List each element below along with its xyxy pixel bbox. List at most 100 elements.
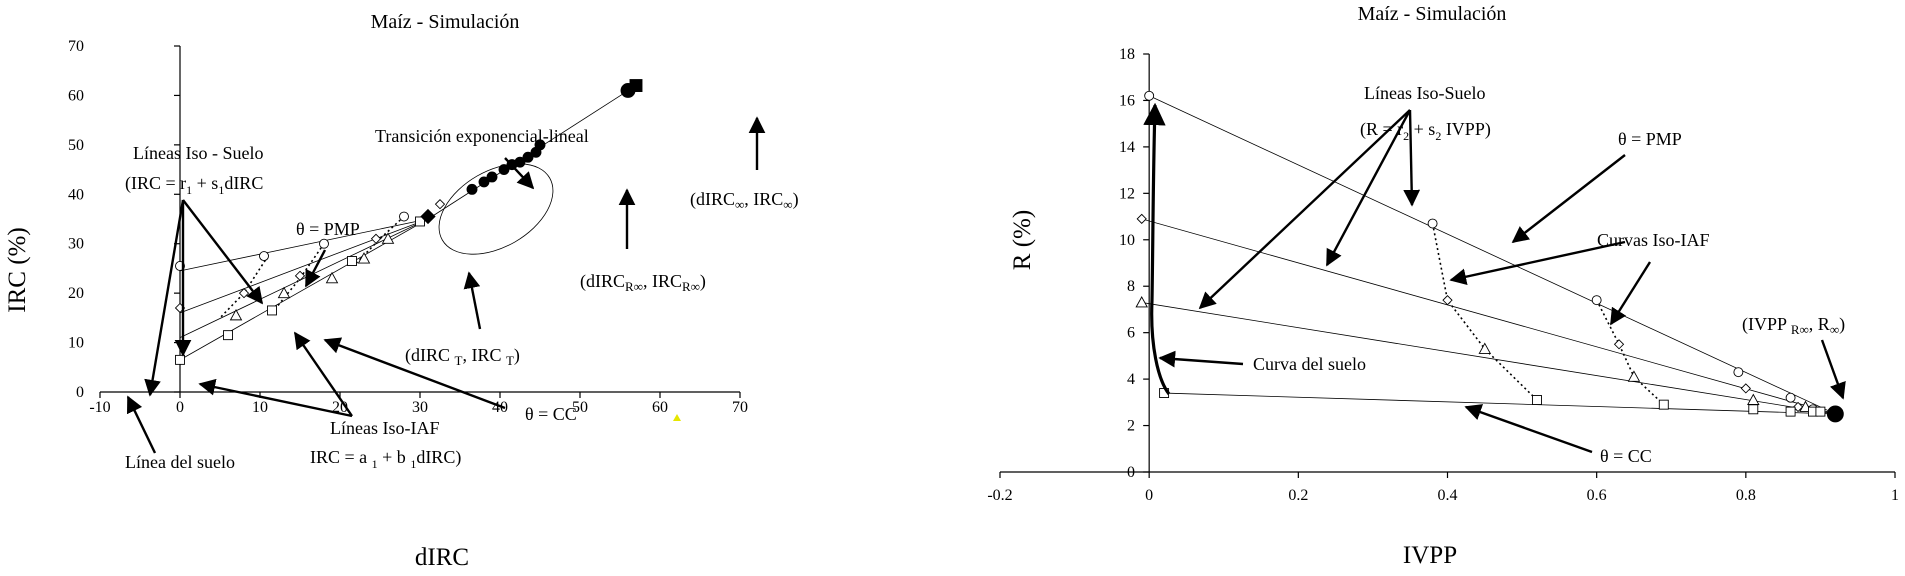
right-x-axis-label: IVPP xyxy=(1403,542,1457,569)
y-tick-label: 10 xyxy=(68,335,84,352)
y-tick-label: 0 xyxy=(76,384,84,401)
right-plot-lines xyxy=(1141,95,1836,415)
annotation-iso-suelo-title: Líneas Iso - Suelo xyxy=(133,143,263,163)
arrow-iso-iaf-1 xyxy=(198,378,353,418)
circle-filled-marker xyxy=(498,164,510,176)
arrow-iso-suelo-right-2 xyxy=(1325,109,1412,267)
y-tick-label: 8 xyxy=(1127,278,1135,295)
arrow-curva-del-suelo xyxy=(1158,350,1244,368)
x-tick-label: 30 xyxy=(412,399,428,416)
arrow-theta-pmp-right xyxy=(1511,154,1626,244)
x-tick-label: -0.2 xyxy=(987,487,1012,504)
y-tick-label: 0 xyxy=(1127,464,1135,481)
circle-filled-marker xyxy=(486,171,498,183)
circle-open-marker xyxy=(1785,392,1796,403)
y-tick-label: 12 xyxy=(1119,185,1135,202)
annotation-dirc-t: (dIRC T, IRC T) xyxy=(405,345,520,368)
left-chart: Maíz - Simulación dIRC IRC (%) -10 0 10 20 3… xyxy=(4,11,799,571)
annotation-iso-iaf-title: Líneas Iso-IAF xyxy=(330,418,439,438)
y-tick-label: 4 xyxy=(1127,371,1135,388)
left-chart-title: Maíz - Simulación xyxy=(371,11,520,33)
square-open-marker xyxy=(223,330,233,341)
arrow-ivpp-rinf xyxy=(1820,339,1846,400)
triangle-open-marker xyxy=(325,271,339,284)
y-tick-label: 18 xyxy=(1119,46,1135,63)
annotation-iso-iaf-equation: IRC = a 1 + b 1dIRC) xyxy=(310,447,461,471)
y-tick-label: 30 xyxy=(68,236,84,253)
arrow-iso-suelo-2 xyxy=(182,199,264,305)
circle-open-marker xyxy=(259,251,269,262)
square-open-marker xyxy=(1658,399,1669,410)
annotation-linea-suelo: Línea del suelo xyxy=(125,452,235,472)
annotation-iso-suelo-right-title: Líneas Iso-Suelo xyxy=(1364,83,1485,103)
arrow-iso-suelo-right-1 xyxy=(1198,109,1411,310)
y-tick-label: 60 xyxy=(68,87,84,104)
square-open-marker xyxy=(267,305,277,316)
transition-ellipse xyxy=(438,163,554,255)
x-tick-label: -10 xyxy=(89,399,110,416)
right-arrows xyxy=(1158,109,1846,454)
iso-iaf-line xyxy=(1431,223,1538,401)
triangle-open-marker xyxy=(277,286,291,299)
triangle-open-marker xyxy=(229,308,243,321)
iso-suelo-line xyxy=(179,218,429,314)
square-filled-marker xyxy=(629,79,643,92)
curva-del-suelo-line xyxy=(1143,102,1171,395)
arrow-iso-suelo-3 xyxy=(144,199,185,397)
right-chart: Maíz - Simulación IVPP R (%) -0.2 0 0.2 0.4… xyxy=(987,3,1899,569)
x-tick-label: 40 xyxy=(492,399,508,416)
square-open-marker xyxy=(1748,404,1759,415)
square-open-marker xyxy=(175,354,185,365)
iso-iaf-line xyxy=(219,255,269,319)
circle-filled-marker xyxy=(522,151,534,163)
arrow-iso-suelo-right-3 xyxy=(1403,109,1421,207)
arrow-iso-iaf-right-2 xyxy=(1609,261,1652,326)
annotation-theta-cc-right: θ = CC xyxy=(1600,446,1652,466)
right-plot-markers xyxy=(1135,90,1844,423)
right-annotations: Líneas Iso-Suelo (R = r2 + s2 IVPP) θ = … xyxy=(1253,83,1845,466)
arrow-iso-iaf-2 xyxy=(294,331,353,417)
circle-open-marker xyxy=(1591,295,1602,306)
left-x-axis-label: dIRC xyxy=(415,544,469,571)
left-arrows xyxy=(126,116,766,454)
y-tick-label: 50 xyxy=(68,137,84,154)
arrow-dirc-t xyxy=(463,271,482,330)
annotation-curva-del-suelo: Curva del suelo xyxy=(1253,354,1366,374)
iso-suelo-line xyxy=(1141,218,1836,415)
annotation-dirc-rinf: (dIRCR∞, IRCR∞) xyxy=(580,271,706,294)
arrow-iso-iaf-right-1 xyxy=(1449,240,1626,285)
y-tick-label: 6 xyxy=(1127,325,1135,342)
arrow-linea-suelo xyxy=(126,395,157,454)
circle-open-marker xyxy=(1427,218,1438,229)
y-tick-label: 10 xyxy=(1119,232,1135,249)
annotation-iso-suelo-right-equation: (R = r2 + s2 IVPP) xyxy=(1360,119,1491,143)
x-tick-label: 0 xyxy=(1145,487,1153,504)
triangle-open-marker xyxy=(1747,393,1760,405)
diamond-open-marker xyxy=(1442,295,1453,306)
square-open-marker xyxy=(1532,395,1542,405)
x-tick-label: 70 xyxy=(732,399,748,416)
x-tick-label: 0.4 xyxy=(1438,487,1458,504)
left-annotations: Líneas Iso - Suelo (IRC = r1 + s1dIRC θ … xyxy=(125,126,799,472)
small-yellow-marker xyxy=(673,414,681,421)
diamond-open-marker xyxy=(294,270,306,281)
x-tick-label: 0.2 xyxy=(1288,487,1308,504)
y-tick-label: 2 xyxy=(1127,418,1135,435)
x-tick-label: 1 xyxy=(1891,487,1899,504)
circle-filled-marker xyxy=(478,176,490,188)
iso-iaf-line xyxy=(1595,299,1665,406)
annotation-transicion: Transición exponencial-lineal xyxy=(375,126,589,146)
square-open-marker xyxy=(1785,406,1796,417)
triangle-open-marker xyxy=(381,232,395,244)
x-tick-label: 0 xyxy=(176,399,184,416)
circle-open-marker xyxy=(399,211,409,222)
iso-suelo-line xyxy=(1148,95,1836,415)
right-chart-title: Maíz - Simulación xyxy=(1358,3,1507,25)
circle-open-marker xyxy=(319,238,329,249)
left-plot-markers xyxy=(174,79,643,365)
diamond-filled-marker xyxy=(420,208,436,225)
arrow-transicion xyxy=(504,157,535,190)
circle-open-marker xyxy=(1144,90,1155,101)
annotation-curvas-iso-iaf: Curvas Iso-IAF xyxy=(1597,230,1710,250)
